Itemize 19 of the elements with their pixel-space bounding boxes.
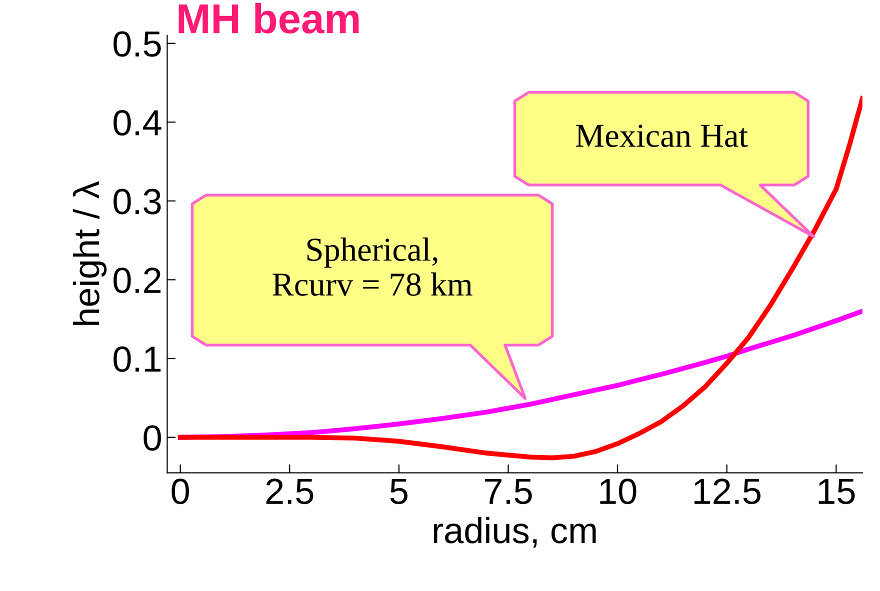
y-axis-title: height / λ — [72, 181, 107, 325]
x-tick-label: 0 — [172, 478, 189, 504]
y-tick-label: 0.1 — [114, 346, 161, 372]
line-series — [178, 96, 862, 460]
x-tick-label: 5 — [390, 478, 408, 504]
y-tick-label: 0.2 — [114, 268, 161, 294]
x-axis-title: radius, cm — [434, 516, 596, 548]
y-tick-label: 0.3 — [114, 188, 161, 214]
annotation: Spherical, Rcurv = 78 km — [272, 238, 472, 296]
x-tick-label: 10 — [600, 478, 636, 504]
y-tick-label: 0.5 — [114, 31, 161, 57]
x-tick-label: 7.5 — [484, 478, 532, 504]
x-tick-label: 12.5 — [694, 478, 760, 504]
x-tick-label: 15 — [818, 478, 855, 504]
chart-title: MH beam — [178, 2, 359, 34]
x-tick-label: 2.5 — [266, 478, 314, 504]
y-tick-label: 0 — [144, 425, 161, 451]
annotation: Mexican Hat — [576, 124, 748, 148]
y-tick-label: 0.4 — [114, 110, 162, 136]
